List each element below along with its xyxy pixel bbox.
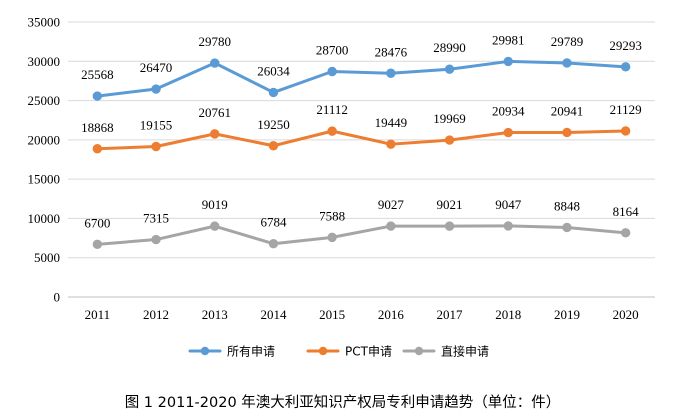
data-label: 20761 xyxy=(199,105,232,120)
legend-label: 所有申请 xyxy=(227,345,275,359)
data-label: 26034 xyxy=(257,63,290,78)
data-point xyxy=(386,68,396,78)
x-tick-label: 2013 xyxy=(202,307,228,322)
data-label: 21129 xyxy=(610,102,642,117)
x-tick-label: 2016 xyxy=(378,307,405,322)
figure-caption: 图 1 2011-2020 年澳大利亚知识产权局专利申请趋势（单位：件） xyxy=(124,395,561,411)
data-point xyxy=(210,129,220,139)
data-label: 6784 xyxy=(260,215,287,230)
data-label: 19969 xyxy=(433,111,466,126)
y-tick-label: 5000 xyxy=(34,250,60,265)
legend-swatch-marker xyxy=(414,346,424,356)
y-tick-label: 20000 xyxy=(28,132,61,147)
data-point xyxy=(210,221,220,231)
x-tick-label: 2014 xyxy=(260,307,287,322)
data-label: 9047 xyxy=(495,197,522,212)
data-point xyxy=(562,222,572,233)
data-label: 19449 xyxy=(375,115,408,130)
data-point xyxy=(386,221,396,231)
data-point xyxy=(151,84,161,94)
data-point xyxy=(620,62,631,72)
data-point xyxy=(444,221,455,231)
series-line xyxy=(95,59,628,98)
data-label: 9027 xyxy=(378,197,405,212)
data-point xyxy=(268,141,279,151)
x-tick-label: 2018 xyxy=(495,307,521,322)
data-label: 21112 xyxy=(316,102,348,117)
data-label: 9021 xyxy=(437,197,463,212)
data-label: 28700 xyxy=(316,43,349,58)
data-label: 25568 xyxy=(81,67,114,82)
data-label: 7315 xyxy=(143,211,169,226)
data-label: 28476 xyxy=(375,44,408,59)
data-point xyxy=(92,91,103,101)
data-label: 8164 xyxy=(613,204,640,219)
x-tick-label: 2012 xyxy=(143,307,169,322)
data-label: 7588 xyxy=(319,208,345,223)
data-label: 8848 xyxy=(554,198,580,213)
data-point xyxy=(92,239,103,250)
data-point xyxy=(386,139,396,149)
data-point xyxy=(503,221,513,231)
data-point xyxy=(620,126,631,136)
data-label: 9019 xyxy=(202,197,228,212)
x-tick-label: 2011 xyxy=(85,307,111,322)
data-label: 20934 xyxy=(492,104,525,119)
y-tick-label: 0 xyxy=(54,290,61,305)
legend-label: 直接申请 xyxy=(441,344,489,359)
series-line xyxy=(95,224,628,246)
line-chart: 0 5000 10000 15000 20000 25000 30000 35000 2011 2… xyxy=(28,15,655,359)
data-point xyxy=(503,127,513,138)
legend-label: PCT申请 xyxy=(345,345,392,359)
x-tick-label: 2020 xyxy=(613,307,639,322)
data-label: 19155 xyxy=(140,117,173,132)
data-point xyxy=(444,135,455,145)
data-point xyxy=(562,127,572,138)
data-label: 6700 xyxy=(84,215,110,230)
data-label: 18868 xyxy=(81,120,114,135)
y-tick-label: 30000 xyxy=(28,54,61,69)
x-tick-label: 2015 xyxy=(319,307,345,322)
x-tick-label: 2017 xyxy=(437,307,464,322)
data-point xyxy=(620,228,631,238)
data-label: 29293 xyxy=(609,38,642,53)
series-line xyxy=(95,129,628,151)
data-point xyxy=(268,238,279,249)
data-label: 28990 xyxy=(433,40,466,55)
legend-swatch-marker xyxy=(200,346,210,356)
data-label: 29780 xyxy=(199,34,232,49)
data-label: 26470 xyxy=(140,60,173,75)
y-tick-label: 25000 xyxy=(28,93,61,108)
y-tick-label: 15000 xyxy=(28,172,61,187)
data-point xyxy=(503,56,513,67)
data-label: 20941 xyxy=(551,103,584,118)
x-tick-label: 2019 xyxy=(554,307,580,322)
data-point xyxy=(268,87,279,98)
legend-swatch-marker xyxy=(318,346,328,356)
data-label: 29789 xyxy=(551,34,584,49)
data-point xyxy=(327,66,337,77)
y-tick-label: 35000 xyxy=(28,15,61,30)
data-label: 29981 xyxy=(492,32,525,47)
data-point xyxy=(151,234,161,245)
data-point xyxy=(444,64,455,74)
data-point xyxy=(92,144,103,154)
data-point xyxy=(327,126,337,136)
data-point xyxy=(562,58,572,68)
data-point xyxy=(210,58,220,68)
y-tick-label: 10000 xyxy=(28,211,61,226)
data-label: 19250 xyxy=(257,117,290,132)
data-point xyxy=(151,141,161,152)
data-point xyxy=(327,232,337,243)
